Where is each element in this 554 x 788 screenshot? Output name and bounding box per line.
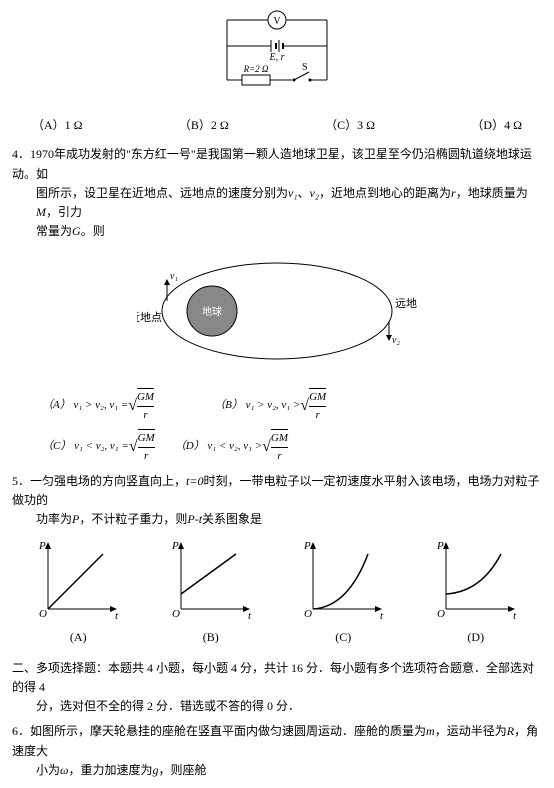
perigee-label: 近地点 <box>137 311 162 324</box>
option-a: （A）1 Ω <box>32 116 83 135</box>
voltmeter-label: V <box>273 16 281 27</box>
apogee-label: 远地点 <box>395 297 417 310</box>
question-6: 6．如图所示，摩天轮悬挂的座舱在竖直平面内做匀速圆周运动．座舱的质量为m，运动半… <box>12 722 542 780</box>
svg-text:t: t <box>380 610 384 619</box>
svg-text:P: P <box>38 540 46 552</box>
section-2-header: 二、多项选择题：本题共 4 小题，每小题 4 分，共计 16 分．每小题有多个选… <box>12 659 542 717</box>
svg-text:P: P <box>303 540 311 552</box>
svg-text:P: P <box>436 540 444 552</box>
option-b: （B）2 Ω <box>179 116 229 135</box>
graph-a: P t O (A) <box>33 539 123 646</box>
svg-text:P: P <box>171 540 179 552</box>
graph-d: P t O (D) <box>431 539 521 646</box>
question-5: 5．一匀强电场的方向竖直向上，t=0时刻，一带电粒子以一定初速度水平射入该电场，… <box>12 472 542 530</box>
q4-option-a: （A） v₁ > v₂, v₁ = √GMr <box>42 388 154 425</box>
v2-label: v₂ <box>392 335 400 346</box>
orbit-diagram: 地球 近地点 远地点 v₁ v₂ <box>12 251 542 377</box>
question-4: 4．1970年成功发射的"东方红一号"是我国第一颗人造地球卫星，该卫星至今仍沿椭… <box>12 145 542 241</box>
option-c: （C）3 Ω <box>325 116 375 135</box>
q4-line1: 1970年成功发射的"东方红一号"是我国第一颗人造地球卫星，该卫星至今仍沿椭圆轨… <box>12 147 532 180</box>
earth-label: 地球 <box>202 305 222 318</box>
svg-text:O: O <box>437 608 445 619</box>
q4-option-c: （C） v₁ < v₂, v₁ = √GMr <box>42 429 155 466</box>
svg-text:t: t <box>513 610 517 619</box>
option-d: （D）4 Ω <box>471 116 522 135</box>
q3-options: （A）1 Ω （B）2 Ω （C）3 Ω （D）4 Ω <box>12 112 542 139</box>
q4-options: （A） v₁ > v₂, v₁ = √GMr （B） v₁ > v₂, v₁ >… <box>12 388 542 466</box>
q5-graphs: P t O (A) P t O (B) P t O <box>12 539 542 646</box>
svg-text:t: t <box>115 610 119 619</box>
graph-c: P t O (C) <box>298 539 388 646</box>
switch-label: S <box>302 62 308 73</box>
svg-text:O: O <box>172 608 180 619</box>
q4-number: 4． <box>12 147 30 161</box>
q4-option-d: （D） v₁ < v₂, v₁ > √GMr <box>175 429 288 466</box>
svg-text:O: O <box>304 608 312 619</box>
q4-option-b: （B） v₁ > v₂, v₁ > √GMr <box>214 388 326 425</box>
svg-text:t: t <box>248 610 252 619</box>
emf-label: E, r <box>269 52 285 63</box>
svg-text:O: O <box>39 608 47 619</box>
graph-b: P t O (B) <box>166 539 256 646</box>
v1-label: v₁ <box>170 271 178 282</box>
circuit-diagram: V E, r R=2 Ω S <box>12 8 542 104</box>
resistor-label: R=2 Ω <box>243 64 269 74</box>
